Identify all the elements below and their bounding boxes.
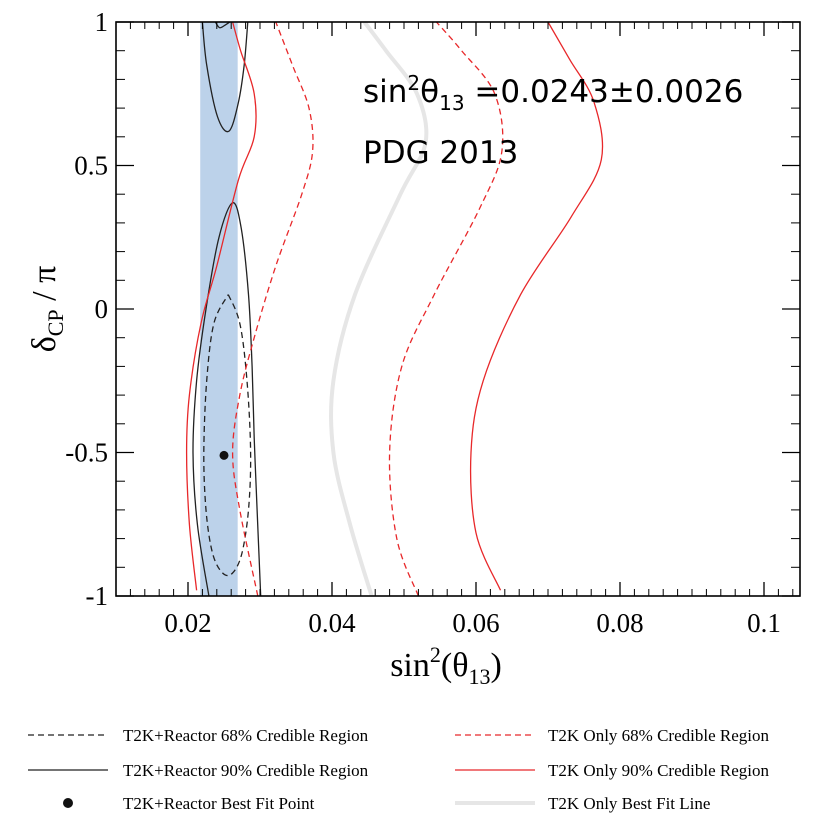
- y-tick-label: -1: [86, 581, 109, 611]
- legend-t2k-reactor-90-credible-region-label: T2K+Reactor 90% Credible Region: [123, 761, 369, 780]
- x-tick-label: 0.08: [596, 608, 643, 638]
- y-axis-title: δCP / π: [26, 266, 68, 353]
- annotation-theta13-value: sin2θ13 =0.0243±0.0026: [363, 71, 743, 115]
- plot-area: [185, 20, 604, 597]
- series-t2k-reactor-90-credible-region-upper: [201, 21, 249, 133]
- series-t2k-only-68-credible-region-right: [388, 21, 504, 597]
- legend: T2K+Reactor 68% Credible Region T2K Only …: [28, 726, 769, 813]
- legend-t2k-only-90-credible-region-label: T2K Only 90% Credible Region: [548, 761, 769, 780]
- series-group: [185, 20, 604, 597]
- x-tick-label: 0.02: [164, 608, 211, 638]
- y-tick-label: 0: [95, 294, 109, 324]
- x-tick-label: 0.06: [452, 608, 499, 638]
- axis-ticks: 0.02 0.04 0.06 0.08 0.1 1 0.5 0 -0.5 -1: [65, 7, 800, 638]
- legend-t2k-only-68-credible-region-label: T2K Only 68% Credible Region: [548, 726, 769, 745]
- legend-t2k-reactor-68-credible-region-label: T2K+Reactor 68% Credible Region: [123, 726, 369, 745]
- best-fit-point: [219, 450, 229, 460]
- x-axis-title: sin2(θ13): [390, 642, 502, 689]
- x-tick-label: 0.04: [308, 608, 356, 638]
- series-t2k-only-best-fit-line: [329, 20, 429, 597]
- x-tick-label: 0.1: [747, 608, 781, 638]
- y-tick-label: -0.5: [65, 438, 108, 468]
- series-t2k-only-90-credible-region-right: [469, 21, 604, 591]
- annotation-pdg: PDG 2013: [363, 135, 518, 171]
- series-t2k-only-90-credible-region: [185, 21, 257, 591]
- y-tick-label: 0.5: [74, 151, 108, 181]
- legend-t2k-reactor-best-fit-point-label: T2K+Reactor Best Fit Point: [123, 794, 315, 813]
- series-t2k-only-68-credible-region: [231, 21, 314, 597]
- y-tick-label: 1: [95, 7, 109, 37]
- legend-t2k-only-best-fit-line-label: T2K Only Best Fit Line: [548, 794, 710, 813]
- legend-t2k-reactor-best-fit-point-marker: [63, 798, 73, 808]
- series-t2k-reactor-68-credible-region: [203, 294, 252, 577]
